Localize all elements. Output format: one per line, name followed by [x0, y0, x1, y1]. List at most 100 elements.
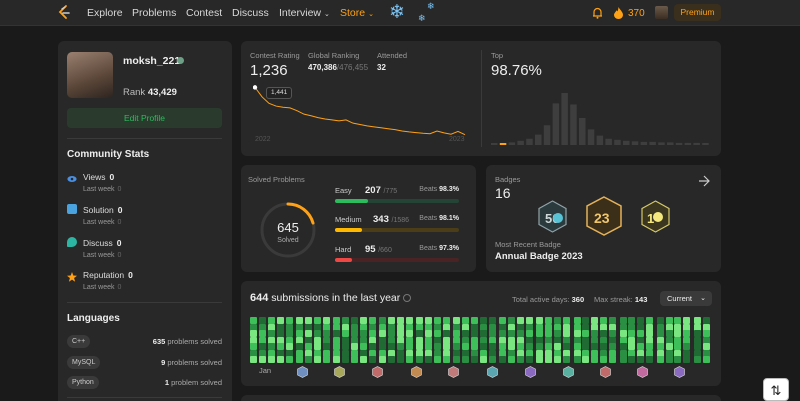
heatmap-cell[interactable] — [379, 336, 387, 344]
heatmap-cell[interactable] — [434, 317, 441, 324]
nav-store[interactable]: Store ⌄ — [340, 7, 374, 19]
heatmap-cell[interactable] — [508, 323, 516, 331]
heatmap-cell[interactable] — [405, 343, 413, 350]
nav-discuss[interactable]: Discuss — [232, 7, 269, 19]
heatmap-cell[interactable] — [536, 323, 544, 331]
heatmap-cell[interactable] — [396, 343, 404, 350]
rating-line-chart[interactable] — [253, 81, 468, 151]
heatmap-cell[interactable] — [526, 336, 533, 344]
heatmap-cell[interactable] — [683, 343, 691, 350]
heatmap-cell[interactable] — [517, 317, 525, 324]
heatmap-cell[interactable] — [296, 330, 303, 337]
heatmap-cell[interactable] — [462, 349, 470, 357]
heatmap-cell[interactable] — [333, 356, 341, 363]
heatmap-cell[interactable] — [276, 317, 284, 324]
heatmap-cell[interactable] — [250, 323, 257, 331]
heatmap-cell[interactable] — [545, 356, 553, 363]
monthly-badge-icon[interactable] — [411, 365, 422, 378]
heatmap-cell[interactable] — [536, 356, 544, 363]
heatmap-cell[interactable] — [453, 336, 461, 344]
heatmap-cell[interactable] — [442, 349, 450, 357]
heatmap-cell[interactable] — [396, 349, 404, 357]
heatmap-cell[interactable] — [702, 317, 710, 324]
heatmap-cell[interactable] — [702, 330, 710, 337]
heatmap-cell[interactable] — [488, 356, 496, 363]
heatmap-cell[interactable] — [693, 349, 701, 357]
heatmap-cell[interactable] — [628, 356, 636, 363]
bell-icon[interactable] — [592, 7, 603, 19]
heatmap-cell[interactable] — [674, 349, 682, 357]
heatmap-cell[interactable] — [379, 330, 387, 337]
heatmap-cell[interactable] — [554, 336, 562, 344]
heatmap-cell[interactable] — [350, 336, 358, 344]
heatmap-cell[interactable] — [683, 330, 691, 337]
heatmap-cell[interactable] — [462, 317, 470, 324]
heatmap-cell[interactable] — [405, 356, 413, 363]
heatmap-cell[interactable] — [313, 336, 321, 344]
heatmap-cell[interactable] — [471, 323, 479, 331]
heatmap-cell[interactable] — [250, 336, 257, 344]
heatmap-cell[interactable] — [342, 356, 349, 363]
heatmap-cell[interactable] — [591, 323, 599, 331]
heatmap-cell[interactable] — [665, 349, 673, 357]
heatmap-cell[interactable] — [304, 330, 312, 337]
heatmap-cell[interactable] — [646, 356, 654, 363]
nav-contest[interactable]: Contest — [186, 7, 223, 19]
heatmap-cell[interactable] — [250, 343, 257, 350]
heatmap-cell[interactable] — [628, 317, 636, 324]
heatmap-cell[interactable] — [480, 356, 487, 363]
heatmap-cell[interactable] — [285, 323, 293, 331]
heatmap-cell[interactable] — [665, 317, 673, 324]
heatmap-cell[interactable] — [267, 323, 275, 331]
heatmap-cell[interactable] — [453, 323, 461, 331]
heatmap-cell[interactable] — [554, 323, 562, 331]
heatmap-cell[interactable] — [359, 323, 367, 331]
heatmap-cell[interactable] — [296, 336, 303, 344]
heatmap-cell[interactable] — [342, 330, 349, 337]
heatmap-cell[interactable] — [416, 356, 424, 363]
heatmap-cell[interactable] — [646, 323, 654, 331]
heatmap-cell[interactable] — [628, 323, 636, 331]
heatmap-cell[interactable] — [480, 323, 487, 331]
coin-count[interactable]: 370 — [628, 8, 645, 19]
heatmap-cell[interactable] — [600, 343, 608, 350]
heatmap-cell[interactable] — [674, 330, 682, 337]
heatmap-cell[interactable] — [285, 336, 293, 344]
heatmap-cell[interactable] — [368, 317, 376, 324]
heatmap-cell[interactable] — [656, 356, 664, 363]
nav-problems[interactable]: Problems — [132, 7, 177, 19]
heatmap-cell[interactable] — [609, 323, 617, 331]
heatmap-cell[interactable] — [488, 349, 496, 357]
heatmap-cell[interactable] — [296, 356, 303, 363]
heatmap-cell[interactable] — [563, 343, 571, 350]
heatmap-cell[interactable] — [462, 330, 470, 337]
heatmap-cell[interactable] — [416, 323, 424, 331]
heatmap-cell[interactable] — [609, 356, 617, 363]
heatmap-cell[interactable] — [322, 317, 330, 324]
heatmap-cell[interactable] — [573, 343, 581, 350]
heatmap-cell[interactable] — [480, 336, 487, 344]
heatmap-cell[interactable] — [342, 323, 349, 331]
monthly-badge-icon[interactable] — [674, 365, 685, 378]
info-icon[interactable] — [403, 294, 412, 303]
heatmap-cell[interactable] — [425, 330, 433, 337]
heatmap-cell[interactable] — [508, 330, 516, 337]
heatmap-cell[interactable] — [359, 317, 367, 324]
year-select[interactable]: Current ⌄ — [660, 291, 712, 306]
heatmap-cell[interactable] — [573, 323, 581, 331]
heatmap-cell[interactable] — [665, 330, 673, 337]
heatmap-cell[interactable] — [434, 349, 441, 357]
heatmap-cell[interactable] — [702, 349, 710, 357]
heatmap-cell[interactable] — [582, 343, 590, 350]
heatmap-cell[interactable] — [322, 330, 330, 337]
heatmap-cell[interactable] — [471, 349, 479, 357]
heatmap-cell[interactable] — [350, 317, 358, 324]
heatmap-cell[interactable] — [333, 317, 341, 324]
heatmap-cell[interactable] — [304, 343, 312, 350]
nav-interview[interactable]: Interview ⌄ — [279, 7, 330, 19]
heatmap-cell[interactable] — [258, 336, 266, 344]
leetcode-logo-icon[interactable] — [57, 5, 70, 20]
rating-point[interactable] — [253, 85, 258, 90]
heatmap-cell[interactable] — [545, 317, 553, 324]
heatmap-cell[interactable] — [333, 343, 341, 350]
